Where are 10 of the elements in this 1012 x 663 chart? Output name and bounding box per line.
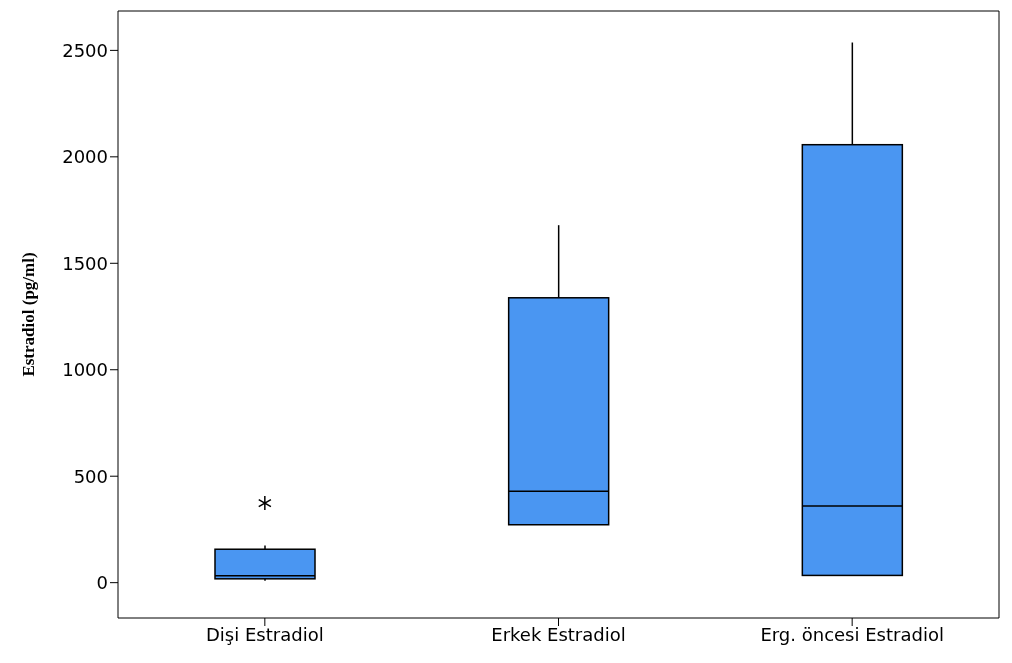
y-tick-label: 500 (73, 465, 108, 487)
y-tick-label: 1500 (62, 252, 108, 274)
x-tick-label: Erkek Estradiol (491, 623, 626, 645)
x-tick-label: Dişi Estradiol (206, 623, 324, 645)
y-tick-label: 2500 (62, 39, 108, 61)
y-tick-label: 1000 (62, 359, 108, 381)
y-tick-label: 2000 (62, 146, 108, 168)
x-tick-label: Erg. öncesi Estradiol (760, 623, 944, 645)
y-tick-label: 0 (96, 572, 108, 594)
y-axis-title: Estradiol (pg/ml) (19, 252, 39, 377)
